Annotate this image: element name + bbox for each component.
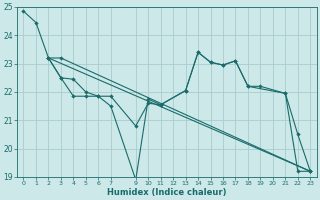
X-axis label: Humidex (Indice chaleur): Humidex (Indice chaleur)	[107, 188, 227, 197]
